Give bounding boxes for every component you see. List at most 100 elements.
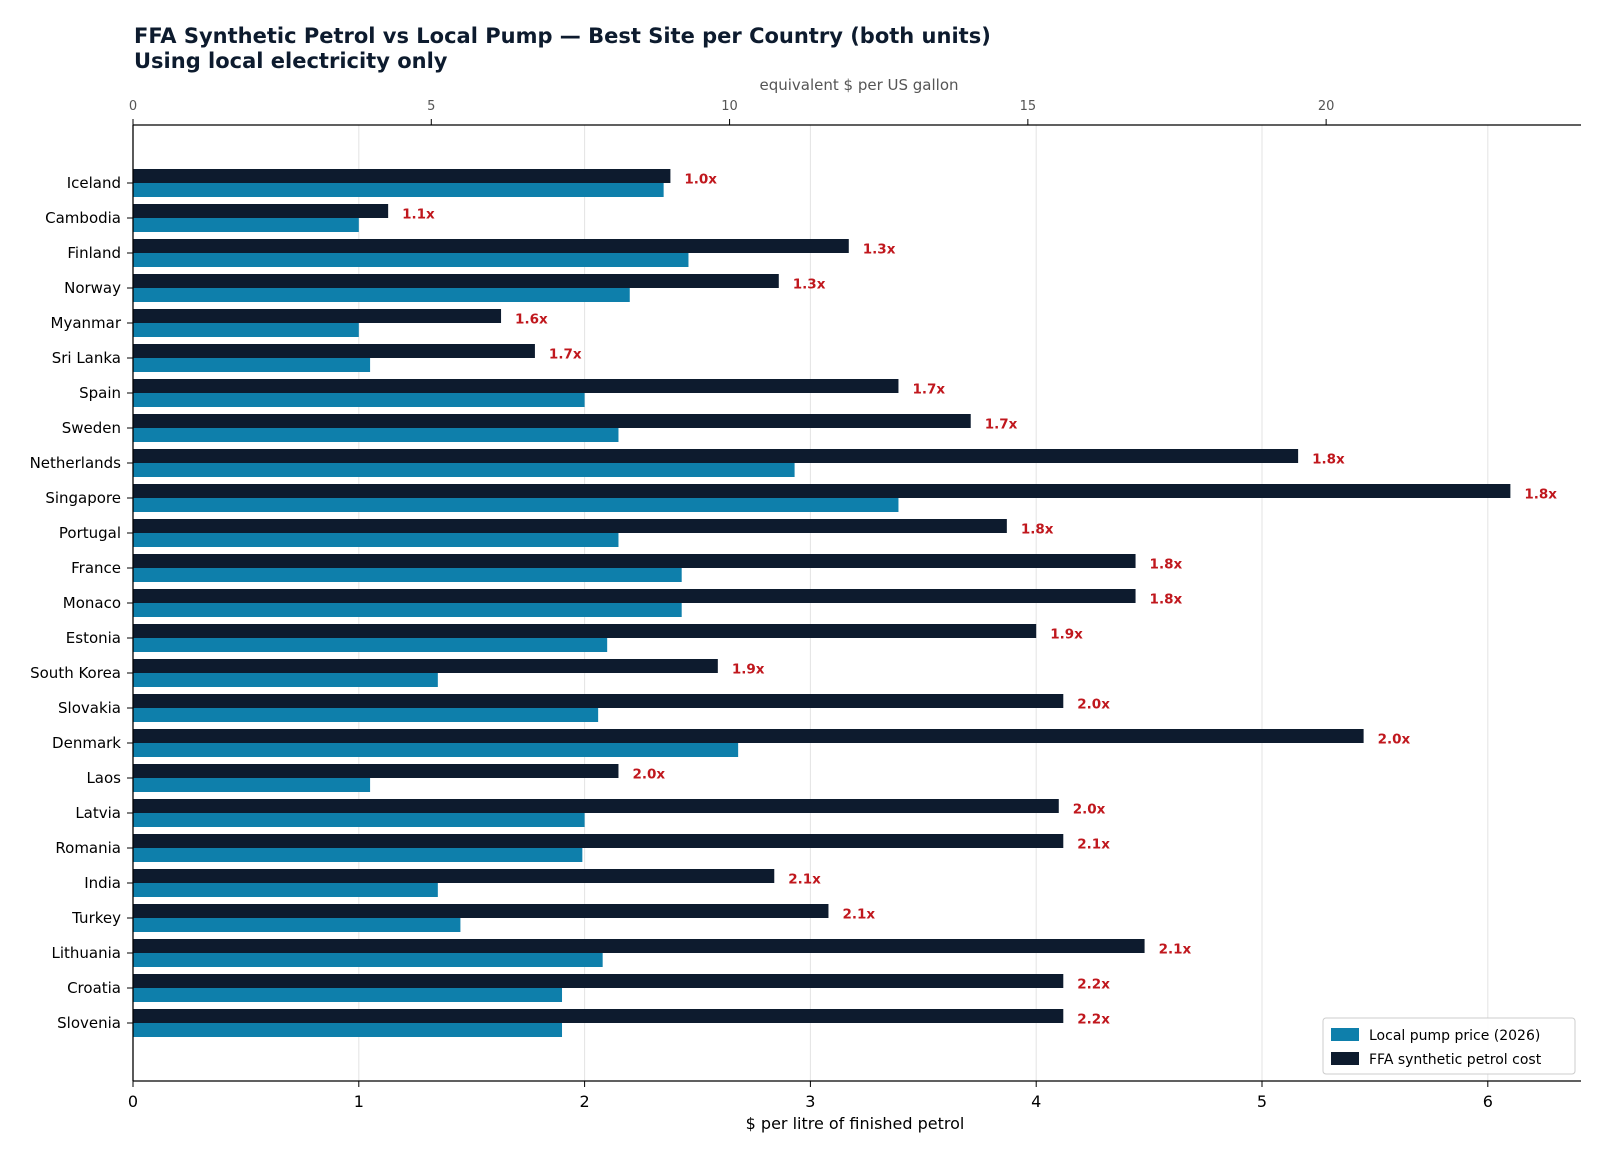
ffa-bar <box>133 729 1364 743</box>
ratio-label: 2.1x <box>842 907 875 923</box>
y-tick-label: Slovenia <box>57 1014 121 1032</box>
y-tick-label: Romania <box>55 839 121 857</box>
ffa-bar <box>133 589 1136 603</box>
pump-bar <box>133 568 682 582</box>
x-tick-label: 1 <box>354 1092 364 1111</box>
legend: Local pump price (2026) FFA synthetic pet… <box>1322 1017 1576 1075</box>
y-tick-label: Spain <box>79 384 121 402</box>
pump-bar <box>133 743 739 757</box>
legend-entry: Local pump price (2026) <box>1369 1028 1540 1044</box>
ffa-bar <box>133 204 389 218</box>
x-tick-label: 0 <box>128 1092 138 1111</box>
ticks: 0 1 2 3 4 5 6 0 5 10 15 20 Iceland Cambodia Finland Nor… <box>30 99 1493 1111</box>
y-tick-label: Latvia <box>75 804 121 822</box>
y-tick-label: Slovakia <box>58 699 121 717</box>
ffa-bar <box>133 659 718 673</box>
legend-swatch <box>1331 1052 1359 1065</box>
y-tick-label: South Korea <box>30 664 121 682</box>
chart-subtitle: Using local electricity only <box>134 49 448 73</box>
top-tick-label: 20 <box>1318 99 1335 114</box>
ratio-label: 1.7x <box>985 417 1018 433</box>
pump-bar <box>133 778 371 792</box>
pump-bar <box>133 218 359 232</box>
ffa-bar <box>133 239 849 253</box>
pump-bar <box>133 918 461 932</box>
x-tick-label: 6 <box>1483 1092 1493 1111</box>
ratio-label: 2.0x <box>632 767 665 783</box>
ratio-label: 2.0x <box>1077 697 1110 713</box>
top-tick-label: 15 <box>1020 99 1037 114</box>
ratio-label: 1.8x <box>1524 487 1557 503</box>
y-tick-label: Singapore <box>45 489 121 507</box>
ffa-bar <box>133 869 775 883</box>
pump-bar <box>133 953 603 967</box>
ffa-bar <box>133 484 1511 498</box>
pump-bar <box>133 708 599 722</box>
ratio-label: 1.7x <box>549 347 582 363</box>
pump-bar <box>133 358 371 372</box>
top-axis-label: equivalent $ per US gallon <box>759 76 958 94</box>
chart-title-line: FFA Synthetic Petrol vs Local Pump — Bes… <box>134 24 991 48</box>
ratio-label: 1.1x <box>402 207 435 223</box>
ffa-bar <box>133 519 1007 533</box>
ratio-label: 2.2x <box>1077 977 1110 993</box>
pump-bar <box>133 883 438 897</box>
ffa-bar <box>133 694 1064 708</box>
top-tick-label: 5 <box>427 99 435 114</box>
pump-bar <box>133 673 438 687</box>
ffa-bar <box>133 554 1136 568</box>
pump-bar <box>133 988 563 1002</box>
y-tick-label: India <box>84 874 121 892</box>
ratio-label: 1.9x <box>732 662 765 678</box>
ratio-label: 1.6x <box>515 312 548 328</box>
ffa-bar <box>133 169 671 183</box>
y-tick-label: Turkey <box>71 909 121 927</box>
ffa-bar <box>133 904 829 918</box>
ratio-label: 1.8x <box>1021 522 1054 538</box>
ffa-bar <box>133 379 899 393</box>
ratio-labels: 1.0x 1.1x 1.3x 1.3x 1.6x 1.7x 1.7x 1.7x 1.8x 1.8x… <box>402 172 1557 1028</box>
pump-bar <box>133 1023 563 1037</box>
ratio-label: 2.2x <box>1077 1012 1110 1028</box>
ffa-bar <box>133 1009 1064 1023</box>
ratio-label: 1.8x <box>1150 592 1183 608</box>
ratio-label: 2.1x <box>788 872 821 888</box>
y-tick-label: Laos <box>86 769 121 787</box>
x-tick-label: 3 <box>805 1092 815 1111</box>
ratio-label: 1.3x <box>863 242 896 258</box>
ffa-bar <box>133 834 1064 848</box>
y-tick-label: Sri Lanka <box>52 349 121 367</box>
pump-bar <box>133 813 585 827</box>
ratio-label: 1.7x <box>912 382 945 398</box>
top-tick-label: 10 <box>721 99 738 114</box>
pump-bar <box>133 603 682 617</box>
x-tick-label: 5 <box>1257 1092 1267 1111</box>
y-tick-label: Cambodia <box>45 209 121 227</box>
pump-bar <box>133 638 608 652</box>
ffa-bar <box>133 344 535 358</box>
ratio-label: 1.8x <box>1312 452 1345 468</box>
y-tick-label: Croatia <box>67 979 121 997</box>
y-tick-label: Norway <box>64 279 121 297</box>
ffa-bar <box>133 799 1059 813</box>
ratio-label: 2.0x <box>1073 802 1106 818</box>
legend-box <box>1322 1017 1576 1075</box>
pump-bar <box>133 288 630 302</box>
x-axis-label: $ per litre of finished petrol <box>746 1114 965 1133</box>
y-tick-label: Portugal <box>59 524 121 542</box>
y-tick-label: Estonia <box>66 629 121 647</box>
ffa-bar <box>133 764 619 778</box>
ffa-bar <box>133 274 779 288</box>
ffa-bar <box>133 309 502 323</box>
ratio-label: 1.0x <box>684 172 717 188</box>
pump-bar <box>133 323 359 337</box>
pump-bar <box>133 183 664 197</box>
ratio-label: 2.1x <box>1159 942 1192 958</box>
ffa-bar <box>133 974 1064 988</box>
y-tick-label: France <box>71 559 121 577</box>
y-tick-label: Sweden <box>62 419 121 437</box>
pump-bar <box>133 428 619 442</box>
top-tick-label: 0 <box>129 99 137 114</box>
ffa-bar <box>133 449 1299 463</box>
